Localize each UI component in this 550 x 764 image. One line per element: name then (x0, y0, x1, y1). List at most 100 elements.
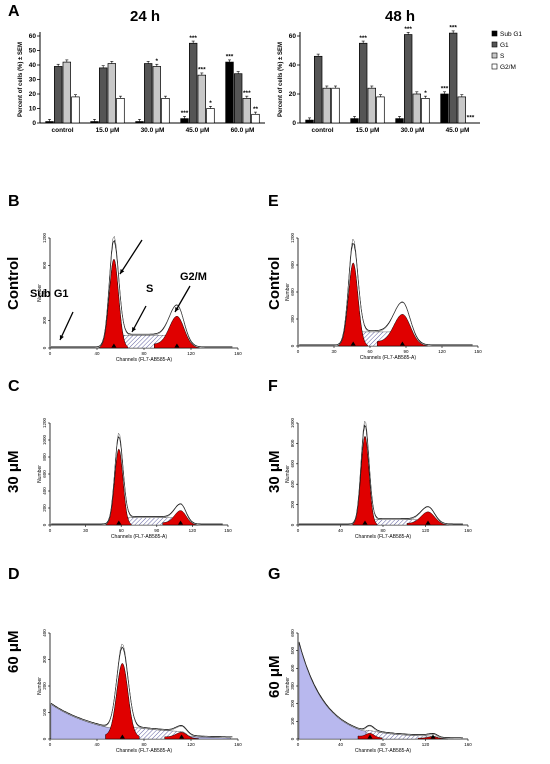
x-axis-label: Channels (FL7-AB585-A) (355, 748, 411, 754)
histogram-d: 0 100 200 300 400 0 40 80 120 160 Channels (FL7-AB… (37, 629, 242, 754)
bar-sub-g1 (225, 61, 234, 124)
significance-mark: *** (404, 26, 412, 33)
y-tick-label: 300 (42, 316, 47, 324)
g2m-peak (376, 314, 428, 347)
x-category-label: 30.0 μM (141, 127, 165, 134)
raw-data-line (299, 646, 462, 740)
bar-g1 (188, 42, 198, 124)
x-tick-label: 120 (189, 528, 197, 533)
g1-peak (352, 436, 378, 526)
y-tick-label: 200 (290, 699, 295, 707)
x-category-label: 15.0 μM (96, 127, 120, 134)
bar-sub-g1 (305, 119, 314, 124)
legend-swatch (491, 52, 498, 59)
significance-mark: *** (226, 54, 234, 61)
x-tick-label: 150 (474, 349, 482, 354)
x-tick-label: 0 (297, 528, 300, 533)
bar-g1 (403, 34, 413, 124)
peak-marker (399, 341, 405, 346)
row-label-control-left: Control (5, 256, 22, 310)
significance-mark: *** (467, 115, 475, 122)
y-axis-label: Percent of cells (%) ± SEM (278, 42, 284, 117)
total-fit-line (51, 436, 223, 525)
y-tick-label: 600 (290, 629, 295, 637)
bar-g1 (313, 55, 323, 124)
y-tick-label: 300 (290, 315, 295, 323)
y-tick-label: 50 (29, 48, 37, 55)
x-tick-label: 80 (141, 351, 147, 356)
x-tick-label: 160 (234, 742, 242, 747)
y-tick-label: 300 (42, 655, 47, 663)
y-tick-label: 600 (42, 289, 47, 297)
x-tick-label: 80 (380, 528, 386, 533)
peak-marker (362, 520, 368, 525)
bar-g2-m (331, 87, 340, 124)
y-tick-label: 1000 (290, 417, 295, 428)
y-tick-label: 400 (290, 664, 295, 672)
g1-peak (338, 262, 368, 347)
peak-marker (425, 520, 431, 525)
bar-s (242, 97, 252, 124)
bar-sub-g1 (45, 121, 54, 124)
x-tick-label: 0 (49, 742, 52, 747)
peak-marker (179, 734, 185, 739)
x-tick-label: 40 (94, 351, 100, 356)
y-tick-label: 100 (42, 708, 47, 716)
y-tick-label: 1200 (290, 232, 295, 243)
y-tick-label: 300 (290, 682, 295, 690)
x-axis-label: Channels (FL7-AB585-A) (116, 748, 172, 754)
y-tick-label: 40 (289, 62, 297, 69)
panel-letter-e: E (268, 193, 279, 210)
raw-data-line (52, 432, 221, 526)
y-axis-label: Number (37, 465, 43, 483)
bar-s (197, 74, 207, 124)
raw-data-line (300, 238, 471, 347)
y-tick-label: 0 (32, 120, 36, 127)
g1-peak (99, 258, 129, 349)
y-tick-label: 800 (42, 453, 47, 461)
panel-letter-g: G (268, 566, 281, 583)
legend-swatch (491, 41, 498, 48)
legend-swatch (491, 30, 498, 37)
arrow-s (131, 305, 147, 333)
x-category-label: 30.0 μM (401, 127, 425, 134)
legend-label: Sub G1 (500, 31, 522, 38)
x-tick-label: 120 (422, 742, 430, 747)
legend-swatch (491, 63, 498, 70)
y-tick-label: 200 (42, 682, 47, 690)
arrow-g1-head (120, 269, 125, 274)
arrow-g2m-head (175, 307, 180, 312)
legend-label: G1 (500, 42, 509, 49)
legend-label: G2/M (500, 64, 516, 71)
x-category-label: 45.0 μM (446, 127, 470, 134)
y-axis-label: Number (285, 677, 291, 695)
title-48h: 48 h (385, 8, 416, 25)
y-axis-label: Percent of cells (%) ± SEM (18, 42, 24, 117)
histogram-g: 0 100 200 300 400 500 600 0 40 80 120 160 Channels (… (285, 629, 472, 754)
bar-chart-24h: 0 10 20 30 40 50 60 Percent of cells (%) ± SEM c… (18, 32, 265, 134)
y-tick-label: 60 (29, 33, 37, 40)
y-tick-label: 500 (290, 646, 295, 654)
histogram-f: 0 200 400 600 800 1000 0 40 80 120 160 Channels (FL… (285, 417, 472, 540)
bar-g2-m (71, 96, 80, 124)
bar-chart-48h: 0 20 40 60 Percent of cells (%) ± SEM control… (278, 25, 522, 134)
x-category-label: control (311, 127, 333, 134)
bar-g2-m (116, 97, 125, 124)
x-tick-label: 160 (464, 528, 472, 533)
x-tick-label: 30 (331, 349, 337, 354)
x-tick-label: 90 (154, 528, 160, 533)
bar-g2-m (376, 96, 385, 124)
y-tick-label: 1200 (42, 417, 47, 428)
row-label-60-right: 60 μM (266, 655, 283, 698)
row-label-control-right: Control (266, 256, 283, 310)
total-fit-line (299, 242, 473, 346)
total-fit-line (299, 424, 463, 525)
y-tick-label: 30 (29, 77, 37, 84)
bar-s (322, 87, 332, 124)
bar-g1 (233, 73, 243, 124)
y-tick-label: 800 (290, 439, 295, 447)
significance-mark: *** (181, 110, 189, 117)
y-tick-label: 10 (29, 106, 37, 113)
bar-sub-g1 (180, 118, 189, 124)
g2m-peak (162, 510, 199, 526)
